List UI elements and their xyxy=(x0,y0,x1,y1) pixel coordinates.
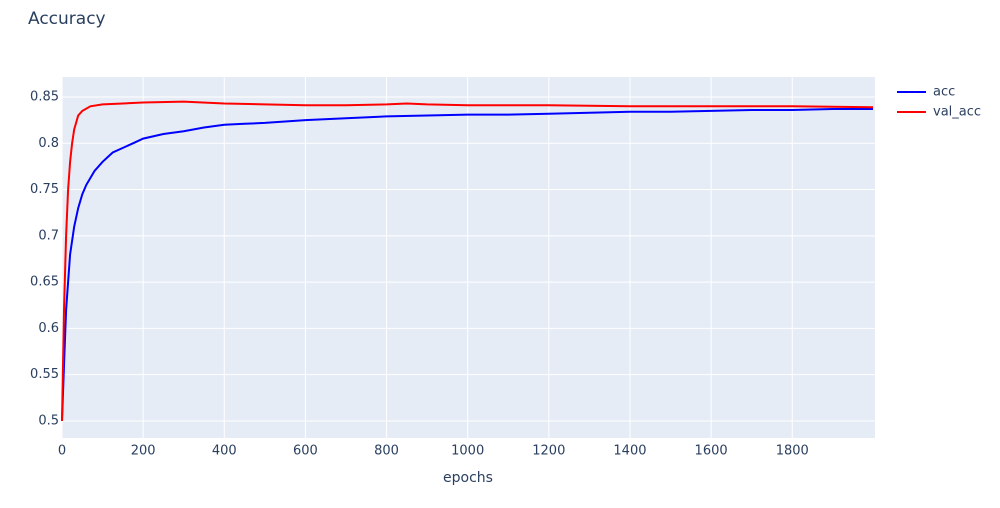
y-tick-label: 0.6 xyxy=(38,321,59,336)
x-tick-label: 1000 xyxy=(451,444,484,459)
y-tick-label: 0.7 xyxy=(38,228,59,243)
plot-area xyxy=(62,77,875,438)
y-tick-label: 0.55 xyxy=(30,367,59,382)
x-tick-label: 1400 xyxy=(613,444,646,459)
x-tick-label: 600 xyxy=(293,444,318,459)
y-tick-label: 0.8 xyxy=(38,136,59,151)
y-tick-label: 0.65 xyxy=(30,275,59,290)
x-tick-label: 1200 xyxy=(532,444,565,459)
x-tick-label: 200 xyxy=(131,444,156,459)
x-axis-label: epochs xyxy=(443,470,493,486)
legend-label: acc xyxy=(933,85,955,100)
line xyxy=(61,108,873,422)
y-tick-label: 0.75 xyxy=(30,182,59,197)
x-tick-label: 1600 xyxy=(695,444,728,459)
x-tick-label: 0 xyxy=(58,444,66,459)
x-tick-label: 400 xyxy=(212,444,237,459)
legend-label: val_acc xyxy=(933,105,981,120)
y-tick-label: 0.5 xyxy=(38,413,59,428)
x-tick-label: 1800 xyxy=(776,444,809,459)
y-tick-label: 0.85 xyxy=(30,89,59,104)
lines xyxy=(61,100,874,422)
grid xyxy=(61,77,875,438)
x-tick-label: 800 xyxy=(374,444,399,459)
line xyxy=(61,100,874,422)
chart-title: Accuracy xyxy=(28,9,106,29)
